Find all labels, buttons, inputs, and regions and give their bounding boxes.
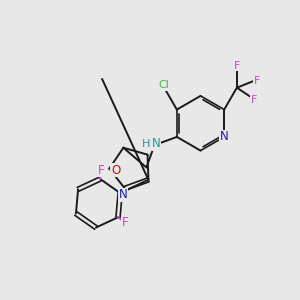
Text: F: F: [98, 164, 104, 177]
Text: F: F: [234, 61, 240, 71]
Text: O: O: [111, 164, 121, 177]
Text: N: N: [152, 137, 160, 150]
Text: H: H: [142, 139, 150, 148]
Text: F: F: [254, 76, 260, 86]
Text: N: N: [119, 188, 128, 201]
Text: N: N: [220, 130, 229, 143]
Text: Cl: Cl: [159, 80, 170, 90]
Text: F: F: [250, 95, 257, 105]
Text: F: F: [122, 216, 129, 229]
